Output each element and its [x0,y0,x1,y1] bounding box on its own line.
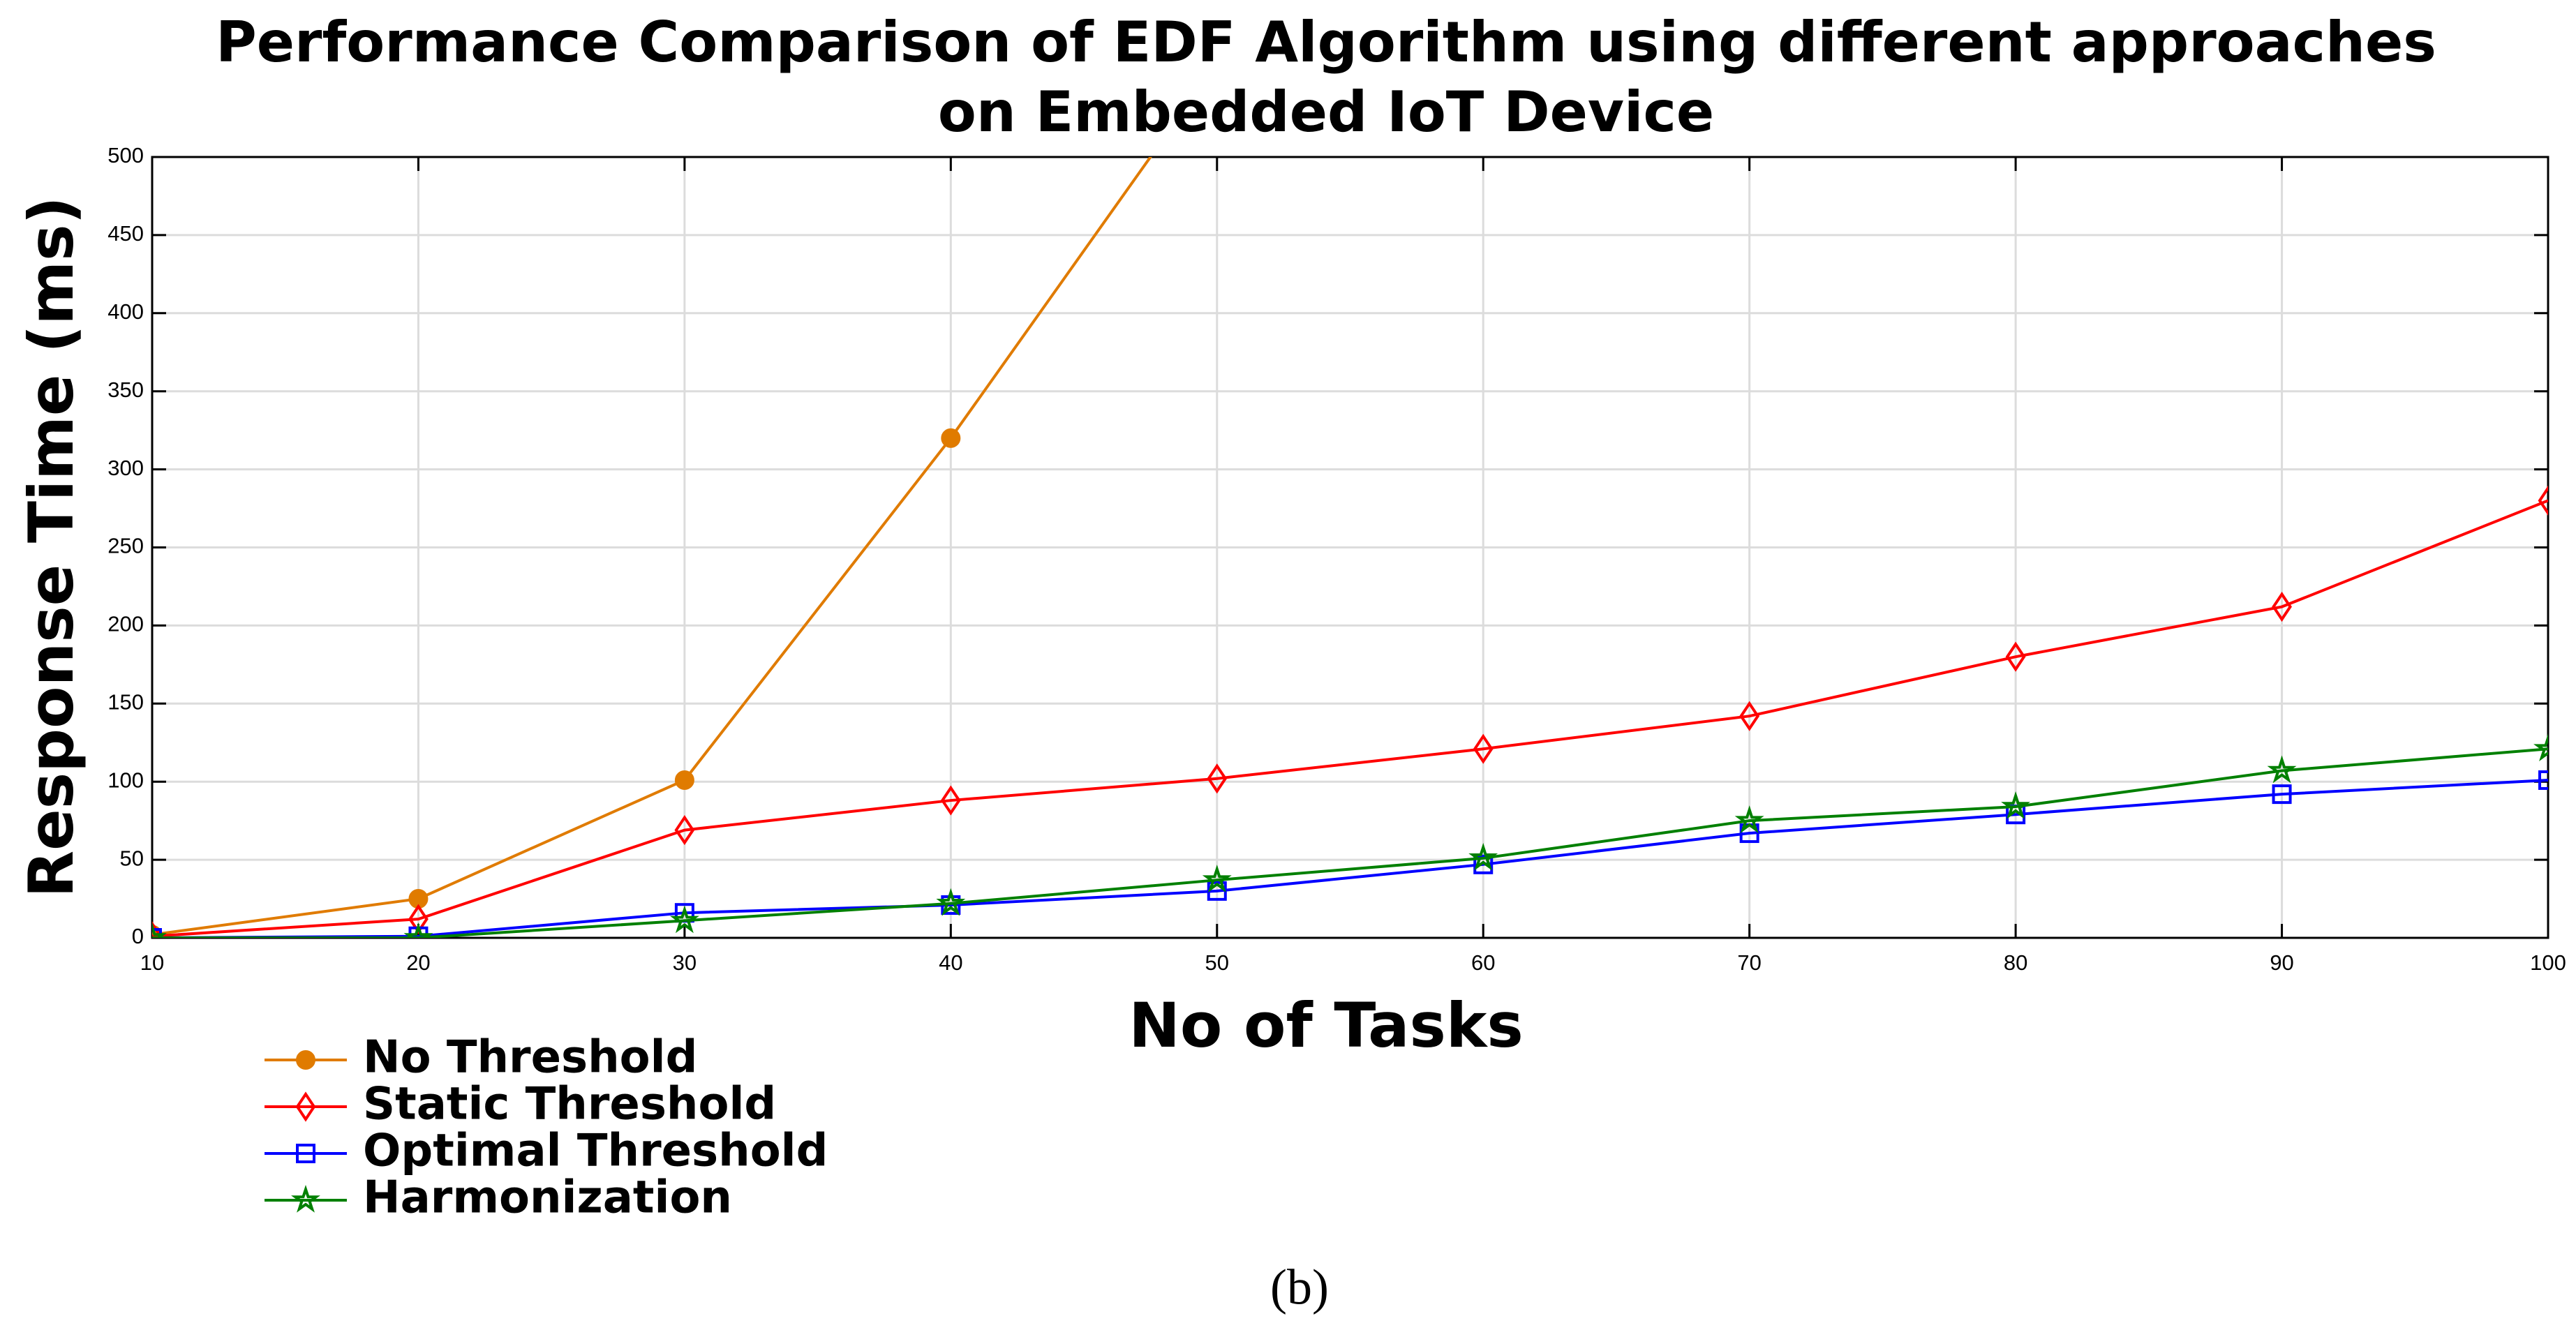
x-tick-label: 30 [673,950,697,975]
marker [296,1144,315,1163]
marker [674,814,695,846]
y-tick-label: 50 [120,846,144,870]
y-tick-label: 350 [107,378,144,402]
y-axis-label: Response Time (ms) [15,196,87,897]
marker [2538,485,2548,516]
legend-label: Harmonization [363,1172,732,1224]
x-tick-label: 50 [1205,950,1229,975]
marker [936,888,966,916]
marker [295,1091,316,1122]
series-line [152,499,2548,938]
series-line [152,747,2548,938]
legend-label: Static Threshold [363,1079,776,1130]
legend-label: Optimal Threshold [363,1126,828,1177]
marker [941,428,961,448]
y-tick-label: 400 [107,299,144,324]
marker [2267,755,2297,784]
plot-frame [151,156,2549,939]
marker [1473,854,1494,874]
marker [2272,591,2292,622]
chart-title: Performance Comparison of EDF Algorithm … [216,10,2436,75]
x-tick-label: 20 [406,950,430,975]
x-tick-label: 80 [2004,950,2027,975]
marker [1468,842,1498,871]
marker [1207,763,1228,794]
marker [2538,770,2548,790]
marker [2533,733,2548,762]
marker [403,922,433,938]
y-tick-label: 0 [132,924,144,948]
x-tick-label: 40 [939,950,962,975]
x-tick-label: 100 [2530,950,2566,975]
legend-label: No Threshold [363,1032,697,1084]
y-tick-label: 250 [107,534,144,558]
y-tick-label: 500 [107,143,144,167]
x-tick-label: 70 [1737,950,1761,975]
marker [1734,805,1764,833]
y-tick-label: 100 [107,768,144,792]
marker [2001,791,2031,819]
caption: (b) [1270,1260,1329,1315]
x-tick-label: 10 [140,950,164,975]
x-axis-label: No of Tasks [1129,989,1523,1061]
marker [940,785,961,816]
marker [152,922,167,938]
marker [408,904,429,934]
series-line [152,778,2548,938]
x-tick-label: 60 [1471,950,1495,975]
y-tick-label: 300 [107,456,144,480]
chart-title: on Embedded IoT Device [938,80,1714,144]
marker [296,1050,315,1070]
marker [1473,733,1494,764]
marker [674,770,694,790]
y-tick-label: 150 [107,689,144,714]
marker [669,905,699,934]
marker [152,921,163,938]
marker [1202,865,1232,893]
y-tick-label: 450 [107,221,144,246]
marker [2005,641,2026,672]
marker [1739,701,1760,731]
marker [2272,784,2292,805]
marker [291,1184,320,1213]
x-tick-label: 90 [2270,950,2293,975]
plot-area [152,157,2548,938]
y-tick-label: 200 [107,612,144,636]
